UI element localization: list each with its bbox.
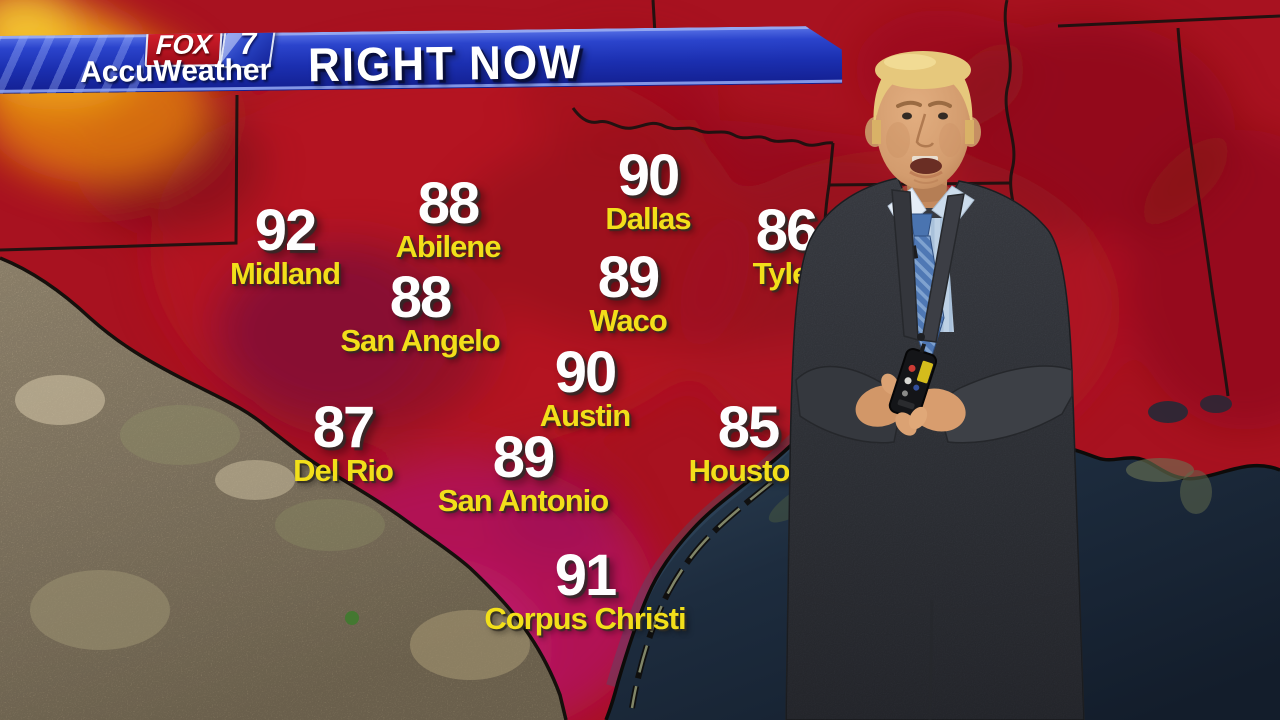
suit-button <box>917 333 925 341</box>
temperature-value: 88 <box>417 171 481 236</box>
temperature-value: 88 <box>389 265 453 330</box>
city-name: Abilene <box>395 229 502 265</box>
weatherman <box>785 51 1085 720</box>
temperature-value: 90 <box>554 340 618 405</box>
city-name: Houston <box>688 453 809 489</box>
city-marker-corpus-christi: 91 Corpus Christi <box>484 543 686 637</box>
city-name: Austin <box>539 398 631 434</box>
news-banner: FOX 7 AccuWeather RIGHT NOW <box>0 26 850 94</box>
temperature-value: 91 <box>554 543 618 608</box>
accuweather-wordmark: AccuWeather <box>79 53 272 89</box>
temperature-value: 89 <box>492 425 556 490</box>
city-name: Dallas <box>605 201 691 237</box>
city-marker-houston: 85 Houston <box>688 395 809 489</box>
city-marker-austin: 90 Austin <box>539 340 631 434</box>
temperature-value: 92 <box>254 198 318 263</box>
city-marker-san-antonio: 89 San Antonio <box>437 425 609 519</box>
city-marker-san-angelo: 88 San Angelo <box>340 265 500 359</box>
city-name: Corpus Christi <box>484 601 686 637</box>
city-name: Del Rio <box>293 453 394 489</box>
city-name: Waco <box>589 303 668 339</box>
mexico-terrain <box>0 256 568 720</box>
city-marker-waco: 89 Waco <box>589 245 668 339</box>
city-name: San Angelo <box>340 323 500 359</box>
texas-coastline <box>604 387 838 720</box>
city-marker-del-rio: 87 Del Rio <box>293 395 394 489</box>
weatherman-head <box>865 51 981 189</box>
temperature-value: 87 <box>312 395 376 460</box>
city-marker-abilene: 88 Abilene <box>395 171 502 265</box>
shirt-and-tie <box>887 160 975 370</box>
right-now-title: RIGHT NOW <box>307 35 583 93</box>
temperature-value: 90 <box>617 143 681 208</box>
rio-grande-border <box>0 256 568 720</box>
city-marker-dallas: 90 Dallas <box>605 143 691 237</box>
city-name: Midland <box>229 256 341 292</box>
city-name: San Antonio <box>437 483 609 519</box>
city-marker-midland: 92 Midland <box>229 198 341 292</box>
suit <box>785 177 1085 720</box>
arms-and-remote <box>795 343 1073 444</box>
temperature-value: 85 <box>717 395 781 460</box>
temperature-value: 89 <box>597 245 661 310</box>
